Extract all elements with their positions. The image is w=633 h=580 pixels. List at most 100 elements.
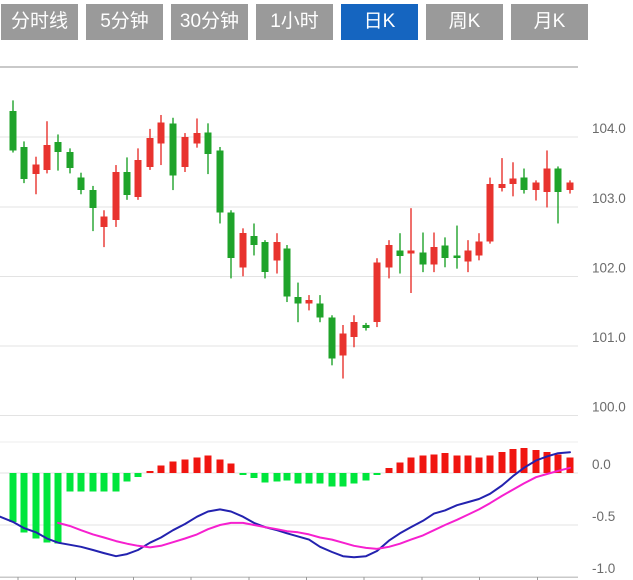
candle bbox=[227, 212, 235, 259]
dif-line bbox=[0, 451, 571, 559]
macd-histogram-bar bbox=[373, 473, 381, 476]
candle bbox=[316, 303, 324, 318]
macd-histogram-bar bbox=[305, 473, 313, 484]
candle bbox=[54, 142, 62, 152]
macd-histogram-bar bbox=[146, 470, 154, 473]
candle bbox=[520, 177, 528, 191]
candle bbox=[407, 250, 415, 254]
candle bbox=[566, 182, 574, 191]
price-axis-label: 100.0 bbox=[592, 399, 626, 414]
price-axis-label: 103.0 bbox=[592, 191, 626, 206]
candle bbox=[66, 151, 74, 168]
price-axis-label: 102.0 bbox=[592, 260, 626, 275]
macd-histogram-bar bbox=[157, 465, 165, 473]
macd-histogram-bar bbox=[169, 461, 177, 473]
candle bbox=[305, 299, 313, 304]
candle bbox=[123, 172, 131, 195]
candle bbox=[43, 144, 51, 170]
candle bbox=[181, 137, 189, 168]
candle bbox=[350, 322, 358, 337]
candle bbox=[486, 183, 494, 242]
tab-week-k[interactable]: 周K bbox=[426, 4, 503, 40]
macd-histogram-bar bbox=[464, 455, 472, 473]
candle bbox=[396, 250, 404, 257]
macd-histogram-bar bbox=[43, 473, 51, 543]
tab-30min[interactable]: 30分钟 bbox=[171, 4, 248, 40]
macd-axis-label: 0.0 bbox=[592, 457, 611, 472]
candle bbox=[32, 164, 40, 175]
macd-histogram-bar bbox=[250, 473, 258, 479]
macd-histogram-bar bbox=[350, 473, 358, 484]
macd-histogram-bar bbox=[475, 457, 483, 473]
macd-histogram-bar bbox=[134, 473, 142, 478]
macd-axis-label: -0.5 bbox=[592, 509, 615, 524]
tab-day-k[interactable]: 日K bbox=[341, 4, 418, 40]
macd-histogram-bar bbox=[294, 473, 302, 484]
candle bbox=[157, 122, 165, 144]
macd-histogram-bar bbox=[216, 459, 224, 473]
candle bbox=[134, 160, 142, 198]
candle bbox=[441, 245, 449, 259]
macd-histogram-bar bbox=[89, 473, 97, 492]
candle bbox=[509, 178, 517, 184]
candle bbox=[498, 183, 506, 188]
macd-histogram-bar bbox=[430, 454, 438, 473]
macd-histogram-bar bbox=[554, 454, 562, 473]
candle bbox=[112, 172, 120, 220]
macd-histogram-bar bbox=[181, 459, 189, 473]
candle bbox=[77, 177, 85, 191]
candle bbox=[339, 333, 347, 356]
macd-histogram-bar bbox=[441, 453, 449, 473]
candle bbox=[362, 324, 370, 328]
macd-histogram-bar bbox=[509, 449, 517, 473]
candle bbox=[373, 262, 381, 323]
macd-histogram-bar bbox=[543, 452, 551, 473]
macd-histogram-bar bbox=[453, 455, 461, 473]
candle bbox=[475, 241, 483, 256]
candle bbox=[261, 242, 269, 273]
macd-histogram-bar bbox=[20, 473, 28, 533]
price-axis-label: 104.0 bbox=[592, 121, 626, 136]
macd-histogram-bar bbox=[66, 473, 74, 492]
candle bbox=[20, 146, 28, 179]
macd-histogram-bar bbox=[328, 473, 336, 487]
tab-5min[interactable]: 5分钟 bbox=[86, 4, 163, 40]
macd-histogram-bar bbox=[283, 473, 291, 481]
macd-histogram-bar bbox=[54, 473, 62, 544]
macd-histogram-bar bbox=[227, 463, 235, 473]
macd-histogram-bar bbox=[112, 473, 120, 492]
macd-histogram-bar bbox=[316, 473, 324, 484]
macd-histogram-bar bbox=[9, 473, 17, 522]
candle bbox=[419, 252, 427, 265]
macd-histogram-bar bbox=[261, 473, 269, 483]
candle bbox=[430, 247, 438, 265]
macd-histogram-bar bbox=[407, 457, 415, 473]
candle bbox=[216, 150, 224, 213]
macd-histogram-bar bbox=[339, 473, 347, 487]
candle bbox=[532, 182, 540, 191]
tab-time-line[interactable]: 分时线 bbox=[1, 4, 78, 40]
candle bbox=[9, 110, 17, 151]
macd-histogram-bar bbox=[273, 473, 281, 482]
tab-month-k[interactable]: 月K bbox=[511, 4, 588, 40]
candle bbox=[250, 235, 258, 246]
tab-1hour[interactable]: 1小时 bbox=[256, 4, 333, 40]
candle bbox=[100, 216, 108, 227]
candle bbox=[283, 248, 291, 297]
macd-histogram-bar bbox=[419, 455, 427, 473]
candle bbox=[385, 245, 393, 268]
macd-histogram-bar bbox=[520, 448, 528, 473]
macd-histogram-bar bbox=[100, 473, 108, 492]
price-axis-label: 101.0 bbox=[592, 330, 626, 345]
macd-histogram-bar bbox=[239, 473, 247, 476]
candle bbox=[328, 317, 336, 359]
candle bbox=[273, 242, 281, 261]
interval-tab-bar: 分时线 5分钟 30分钟 1小时 日K 周K 月K bbox=[1, 4, 588, 40]
macd-histogram-bar bbox=[204, 455, 212, 473]
dea-line bbox=[57, 466, 571, 550]
candle bbox=[294, 297, 302, 304]
macd-histogram-bar bbox=[362, 473, 370, 481]
macd-histogram-bar bbox=[385, 467, 393, 473]
